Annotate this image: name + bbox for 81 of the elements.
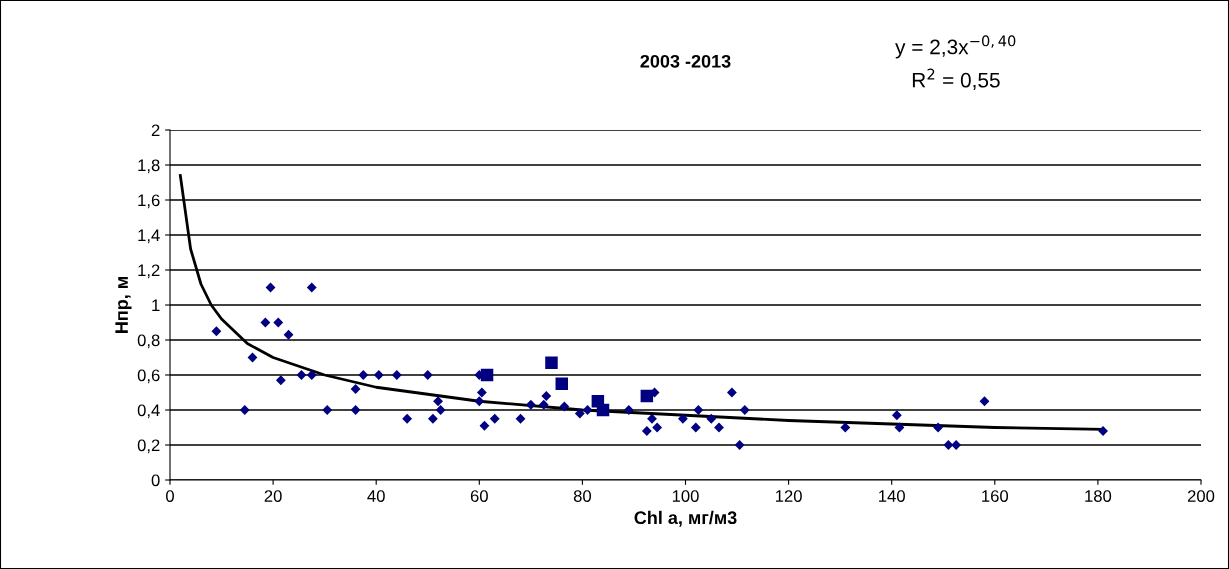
- point: [979, 396, 990, 407]
- point: [582, 405, 593, 415]
- point: [422, 370, 433, 380]
- point: [239, 405, 250, 415]
- point: [623, 405, 634, 415]
- point: [734, 440, 745, 450]
- x-tick-label: 40: [367, 490, 385, 502]
- x-tick-label: 120: [775, 490, 802, 502]
- point: [706, 413, 717, 424]
- point: [306, 370, 317, 380]
- point: [525, 399, 536, 410]
- point: [840, 422, 851, 433]
- point: [647, 413, 657, 424]
- point: [933, 422, 943, 433]
- x-tick-label: 180: [1085, 490, 1112, 502]
- point: [322, 405, 333, 415]
- point: [350, 384, 361, 394]
- point: [943, 440, 954, 450]
- x-axis-title: Chl a, мг/м3: [634, 510, 737, 527]
- point: [350, 405, 361, 415]
- point: [641, 426, 652, 436]
- y-tick-label: 0,8: [137, 334, 160, 349]
- point: [306, 282, 317, 293]
- point: [596, 403, 610, 417]
- text: R$^{2}$ = 0,55: [912, 68, 1000, 91]
- text: y = 2,3x$^{−0,40}$: [895, 35, 1016, 59]
- point: [515, 413, 526, 424]
- point: [574, 408, 585, 419]
- point: [739, 405, 750, 415]
- point: [211, 326, 222, 337]
- y-tick-label: 1,6: [138, 194, 160, 209]
- x-tick-label: 100: [672, 490, 699, 502]
- point: [678, 413, 688, 424]
- point: [489, 413, 500, 424]
- point: [690, 422, 701, 433]
- point: [714, 422, 724, 433]
- point: [391, 370, 402, 380]
- point: [480, 368, 494, 382]
- x-tick-label: 160: [982, 490, 1009, 502]
- point: [428, 413, 438, 424]
- point: [693, 405, 704, 415]
- point: [275, 375, 286, 386]
- x-tick-label: 80: [573, 490, 592, 502]
- point: [283, 329, 294, 340]
- x-tick-label: 200: [1187, 490, 1215, 502]
- y-tick-label: 0,2: [137, 439, 160, 454]
- y-tick-label: 1,2: [138, 264, 160, 279]
- point: [541, 391, 552, 401]
- point: [891, 410, 902, 421]
- point: [951, 440, 962, 450]
- y-tick-label: 0,4: [137, 404, 160, 419]
- x-tick-label: 20: [264, 490, 282, 502]
- point: [538, 399, 549, 410]
- point: [652, 422, 663, 433]
- chart-title: 2003 -2013: [640, 54, 731, 68]
- x-tick-label: 60: [470, 490, 488, 502]
- point: [433, 396, 443, 407]
- point: [273, 317, 284, 328]
- point: [402, 413, 413, 424]
- y-tick-label: 0: [151, 474, 160, 487]
- y-tick-label: 2: [151, 124, 160, 137]
- point: [435, 405, 446, 415]
- point: [640, 389, 654, 403]
- point: [260, 317, 271, 328]
- point: [296, 370, 307, 380]
- point: [358, 370, 369, 380]
- point: [479, 420, 490, 431]
- y-tick-label: 1: [152, 299, 160, 312]
- x-tick-label: 0: [166, 490, 174, 502]
- y-tick-label: 1,8: [138, 159, 160, 174]
- point: [373, 370, 384, 380]
- point: [555, 377, 569, 390]
- y-tick-label: 1,4: [138, 229, 160, 244]
- y-tick-label: 0,6: [137, 369, 160, 384]
- point: [726, 387, 737, 398]
- x-tick-label: 140: [879, 490, 905, 502]
- point: [476, 387, 487, 398]
- point: [474, 396, 485, 407]
- y-axis-title: Нпр, м: [115, 277, 132, 333]
- point: [559, 401, 570, 412]
- point: [545, 356, 558, 369]
